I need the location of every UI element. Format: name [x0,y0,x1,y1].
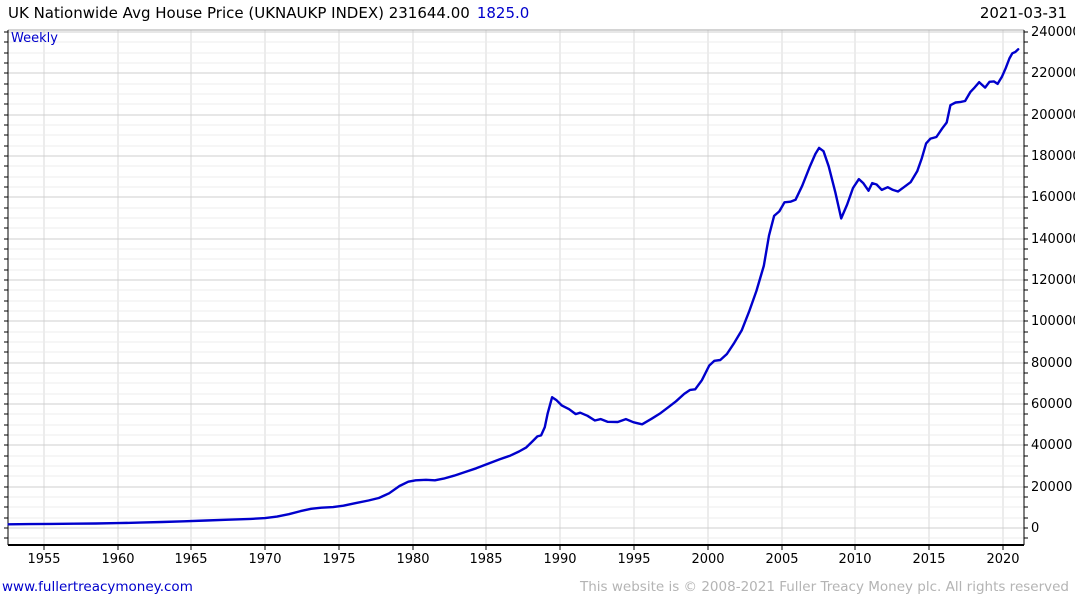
x-tick-label: 1975 [322,552,355,567]
x-tick-label: 1960 [101,552,134,567]
footer-copyright: This website is © 2008-2021 Fuller Treac… [580,579,1069,595]
chart-date: 2021-03-31 [979,4,1067,22]
y-tick-label: 100000 [1031,314,1075,329]
x-tick-label: 1980 [396,552,429,567]
gridlines [8,30,1024,545]
chart-titlebar: UK Nationwide Avg House Price (UKNAUKP I… [8,4,1067,22]
x-tick-label: 1995 [617,552,650,567]
y-tick-label: 80000 [1031,356,1072,371]
chart-change-value: 1825.0 [476,4,530,22]
y-tick-label: 40000 [1031,438,1072,453]
x-tick-label: 1955 [27,552,60,567]
y-tick-label: 20000 [1031,480,1072,495]
x-tick-label: 2010 [838,552,871,567]
y-tick-label: 160000 [1031,190,1075,205]
y-tick-label: 120000 [1031,273,1075,288]
y-tick-label: 240000 [1031,25,1075,40]
x-tick-label: 1990 [543,552,576,567]
y-tick-label: 220000 [1031,66,1075,81]
x-tick-label: 2000 [691,552,724,567]
x-tick-label: 2005 [765,552,798,567]
axes [4,29,1028,550]
x-tick-label: 1970 [248,552,281,567]
y-tick-label: 140000 [1031,232,1075,247]
y-tick-label: 0 [1031,521,1039,536]
x-tick-label: 2020 [986,552,1019,567]
x-tick-label: 1985 [469,552,502,567]
axis-labels: 1955 1960 1965 1970 1975 1980 1985 1990 1995 2000… [27,25,1075,567]
chart-title: UK Nationwide Avg House Price (UKNAUKP I… [8,4,470,22]
y-tick-label: 200000 [1031,108,1075,123]
y-tick-label: 60000 [1031,397,1072,412]
frequency-label: Weekly [11,31,58,46]
series [7,48,1020,526]
x-tick-label: 1965 [174,552,207,567]
x-tick-label: 2015 [912,552,945,567]
footer-site-link[interactable]: www.fullertreacymoney.com [2,579,193,595]
footer: www.fullertreacymoney.com This website i… [2,579,1069,595]
y-tick-label: 180000 [1031,149,1075,164]
price-line [7,48,1020,526]
